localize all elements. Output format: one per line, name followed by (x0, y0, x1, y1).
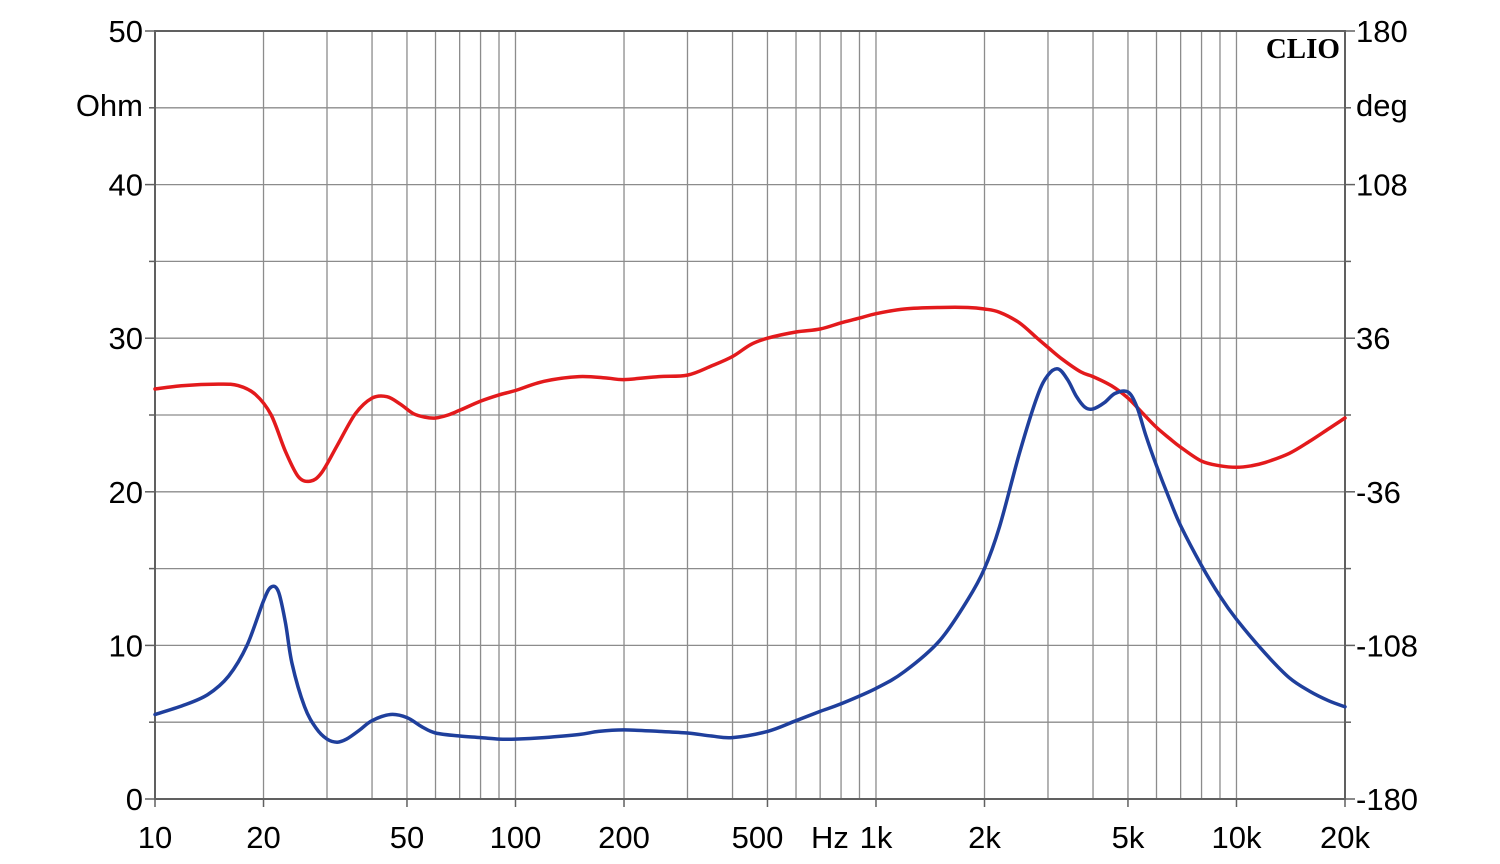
right-tick-label: 108 (1356, 168, 1408, 203)
x-tick-label: 2k (968, 820, 1001, 855)
left-tick-label: 0 (126, 782, 143, 817)
x-tick-label: 10k (1211, 820, 1261, 855)
x-tick-label: 500 (732, 820, 784, 855)
x-tick-label: 5k (1112, 820, 1145, 855)
left-tick-label: 10 (109, 628, 143, 663)
x-tick-label: 50 (390, 820, 424, 855)
x-tick-label: 100 (490, 820, 542, 855)
x-tick-label: 200 (598, 820, 650, 855)
right-tick-label: -180 (1356, 782, 1418, 817)
x-tick-label: 10 (138, 820, 172, 855)
grid-lines (155, 31, 1345, 799)
axis-labels: 10 20 50 100 200 500 1k 2k 5k 10k 20k01020304050-1… (109, 14, 1419, 855)
left-tick-label: 20 (109, 475, 143, 510)
x-tick-label: 20k (1320, 820, 1370, 855)
left-tick-label: 40 (109, 168, 143, 203)
x-tick-label: 1k (860, 820, 893, 855)
right-axis-unit: deg (1356, 88, 1408, 123)
x-axis-unit: Hz (811, 820, 849, 855)
right-tick-label: -108 (1356, 628, 1418, 663)
left-axis-unit: Ohm (76, 88, 143, 123)
phase-curve (153, 305, 1347, 484)
impedance-curve (153, 367, 1347, 744)
right-tick-label: 36 (1356, 321, 1390, 356)
right-tick-label: 180 (1356, 14, 1408, 49)
left-tick-label: 30 (109, 321, 143, 356)
data-curves (153, 305, 1347, 744)
axis-tick-marks (145, 30, 1355, 807)
clio-logo: CLIO (1266, 33, 1340, 65)
x-tick-label: 20 (246, 820, 280, 855)
right-tick-label: -36 (1356, 475, 1401, 510)
left-tick-label: 50 (109, 14, 143, 49)
